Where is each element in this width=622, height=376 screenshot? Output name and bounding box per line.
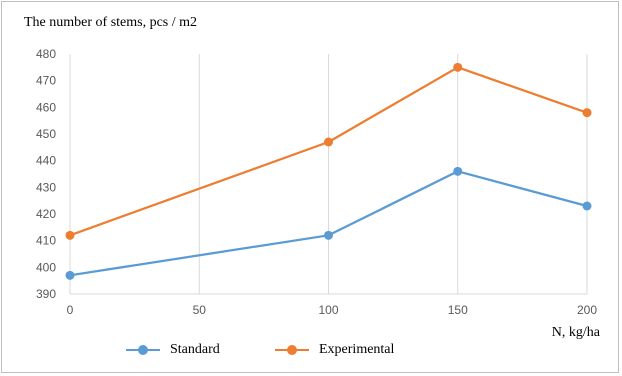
y-tick-label-460: 460 [36, 100, 56, 114]
legend: Standard Experimental [0, 342, 622, 362]
data-point-standard-200 [582, 201, 592, 211]
data-point-standard-0 [65, 270, 75, 280]
data-point-experimental-200 [582, 108, 592, 118]
y-tick-label-470: 470 [36, 74, 56, 88]
x-tick-label-200: 200 [577, 303, 597, 317]
chart-title: The number of stems, pcs / m2 [24, 15, 198, 30]
legend-item-experimental: Experimental [275, 342, 394, 358]
legend-swatch-experimental [275, 344, 309, 356]
y-tick-label-430: 430 [36, 180, 56, 194]
x-tick-labels: 0 50 100 150 200 [67, 303, 598, 317]
x-tick-label-100: 100 [318, 303, 338, 317]
series-layer [65, 62, 592, 280]
y-tick-label-390: 390 [36, 287, 56, 301]
legend-swatch-standard [126, 344, 160, 356]
y-tick-label-440: 440 [36, 154, 56, 168]
y-tick-label-400: 400 [36, 260, 56, 274]
x-tick-label-150: 150 [448, 303, 468, 317]
legend-label-standard: Standard [170, 342, 220, 357]
data-point-standard-150 [453, 166, 463, 176]
data-point-experimental-100 [324, 137, 333, 147]
x-tick-label-50: 50 [193, 303, 207, 317]
legend-item-standard: Standard [126, 342, 220, 358]
y-tick-label-480: 480 [36, 47, 56, 61]
data-point-standard-100 [324, 230, 333, 240]
y-tick-label-450: 450 [36, 127, 56, 141]
legend-label-experimental: Experimental [319, 342, 395, 357]
x-axis-label: N, kg/ha [551, 325, 600, 340]
series-line-standard [69, 170, 588, 277]
y-tick-label-410: 410 [36, 234, 56, 248]
x-tick-label-0: 0 [67, 303, 74, 317]
y-tick-label-420: 420 [36, 207, 56, 221]
data-point-experimental-0 [65, 230, 75, 240]
series-line-experimental [69, 66, 588, 237]
data-point-experimental-150 [453, 62, 463, 72]
y-tick-labels: 390 400 410 420 430 440 450 460 470 480 [36, 47, 56, 301]
grid-lines [69, 54, 588, 294]
